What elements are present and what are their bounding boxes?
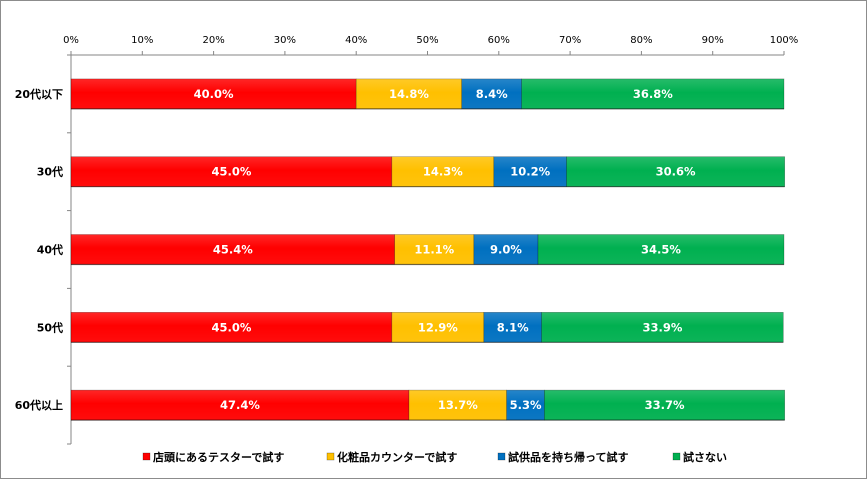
- data-label: 45.0%: [211, 165, 251, 179]
- x-tick-label: 30%: [274, 35, 296, 46]
- legend-entry: 店頭にあるテスターで試す: [153, 450, 284, 464]
- bars: 40.0% 14.8% 8.4% 36.8% 45.0% 14.3% 10.2% 30.6% 4…: [70, 78, 786, 421]
- data-label: 13.7%: [438, 398, 478, 412]
- bar-segment: [493, 156, 567, 187]
- x-tick-label: 50%: [416, 35, 438, 46]
- category-label: 50代: [37, 320, 63, 334]
- x-tick-label: 40%: [345, 35, 367, 46]
- bar-segment: [506, 389, 545, 421]
- legend-entry: 試供品を持ち帰って試す: [508, 450, 628, 464]
- bar-segment: [70, 78, 357, 110]
- category-label: 20代以下: [15, 87, 63, 101]
- bar-segment: [544, 389, 786, 421]
- legend-swatch: [497, 452, 506, 461]
- bar-segment: [521, 78, 785, 110]
- legend-entry: 試さない: [683, 450, 727, 464]
- bar-segment: [408, 389, 507, 421]
- data-label: 45.0%: [211, 320, 251, 334]
- data-label: 47.4%: [220, 398, 260, 412]
- x-tick-label: 0%: [63, 35, 79, 46]
- data-label: 14.3%: [423, 165, 463, 179]
- data-label: 5.3%: [510, 398, 542, 412]
- x-tick-label: 100%: [770, 35, 799, 46]
- legend-swatch: [142, 452, 151, 461]
- legend-entry: 化粧品カウンターで試す: [337, 450, 457, 464]
- axes: [67, 51, 785, 445]
- data-label: 40.0%: [194, 87, 234, 101]
- category-labels: 20代以下 30代 40代 50代 60代以上: [15, 87, 63, 412]
- x-tick-labels: 0% 10% 20% 30% 40% 50% 60% 70% 80% 90% 100%: [63, 35, 798, 46]
- bar-segment: [566, 156, 786, 187]
- x-tick-label: 70%: [559, 35, 581, 46]
- bar-segment: [70, 234, 396, 265]
- category-label: 40代: [37, 243, 63, 257]
- bar-segment: [394, 234, 475, 265]
- x-tick-label: 80%: [630, 35, 652, 46]
- bar-segment: [70, 389, 410, 421]
- legend: 店頭にあるテスターで試す 化粧品カウンターで試す 試供品を持ち帰って試す 試さない: [142, 450, 727, 464]
- bar-segment: [461, 78, 522, 110]
- legend-swatch: [672, 452, 681, 461]
- data-label: 8.4%: [476, 87, 508, 101]
- data-label: 9.0%: [490, 243, 522, 257]
- category-label: 30代: [37, 165, 63, 179]
- bar-segment: [537, 234, 785, 265]
- bar-segment: [70, 311, 393, 343]
- x-tick-label: 60%: [488, 35, 510, 46]
- data-label: 36.8%: [633, 87, 673, 101]
- legend-swatch: [326, 452, 335, 461]
- category-label: 60代以上: [15, 398, 63, 412]
- data-label: 34.5%: [641, 243, 681, 257]
- data-label: 8.1%: [497, 320, 529, 334]
- data-label: 33.9%: [642, 320, 682, 334]
- bar-segment: [70, 156, 393, 187]
- bar-segment: [483, 311, 542, 343]
- x-tick-label: 10%: [131, 35, 153, 46]
- data-label: 30.6%: [656, 165, 696, 179]
- data-label: 14.8%: [389, 87, 429, 101]
- data-label: 10.2%: [510, 165, 550, 179]
- bar-segment: [391, 156, 495, 187]
- data-label: 45.4%: [213, 243, 253, 257]
- bar-segment: [541, 311, 784, 343]
- bar-segment: [355, 78, 463, 110]
- data-label: 12.9%: [418, 320, 458, 334]
- bar-segment: [473, 234, 539, 265]
- data-label: 33.7%: [645, 398, 685, 412]
- x-tick-label: 20%: [202, 35, 224, 46]
- x-tick-label: 90%: [702, 35, 724, 46]
- data-label: 11.1%: [414, 243, 454, 257]
